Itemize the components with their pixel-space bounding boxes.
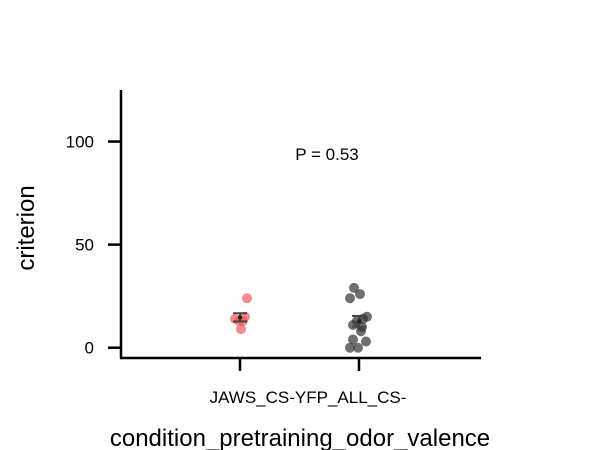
data-point [353,342,363,353]
y-tick-label-0: 0 [85,339,94,358]
data-point [242,293,252,304]
data-point [345,293,355,304]
data-point [348,320,358,331]
data-point [355,289,365,300]
y-tick-label-50: 50 [75,236,94,255]
mean-marker [356,319,362,324]
data-point [349,282,359,293]
p-value-annotation: P = 0.53 [295,145,359,164]
data-point [361,336,371,347]
data-point [356,326,366,337]
mean-marker [237,315,243,320]
y-tick-label-100: 100 [66,133,94,152]
x-tick-label: JAWS_CS-YFP_ALL_CS- [210,388,407,407]
data-point [236,324,246,335]
x-axis-title: condition_pretraining_odor_valence [110,425,490,450]
data-point [345,342,355,353]
chart-marks [230,282,372,353]
data-point [348,334,358,345]
x-axis-ticks [238,358,361,371]
y-axis-title: criterion [13,185,40,270]
y-axis-ticks: 0 50 100 [66,133,121,358]
